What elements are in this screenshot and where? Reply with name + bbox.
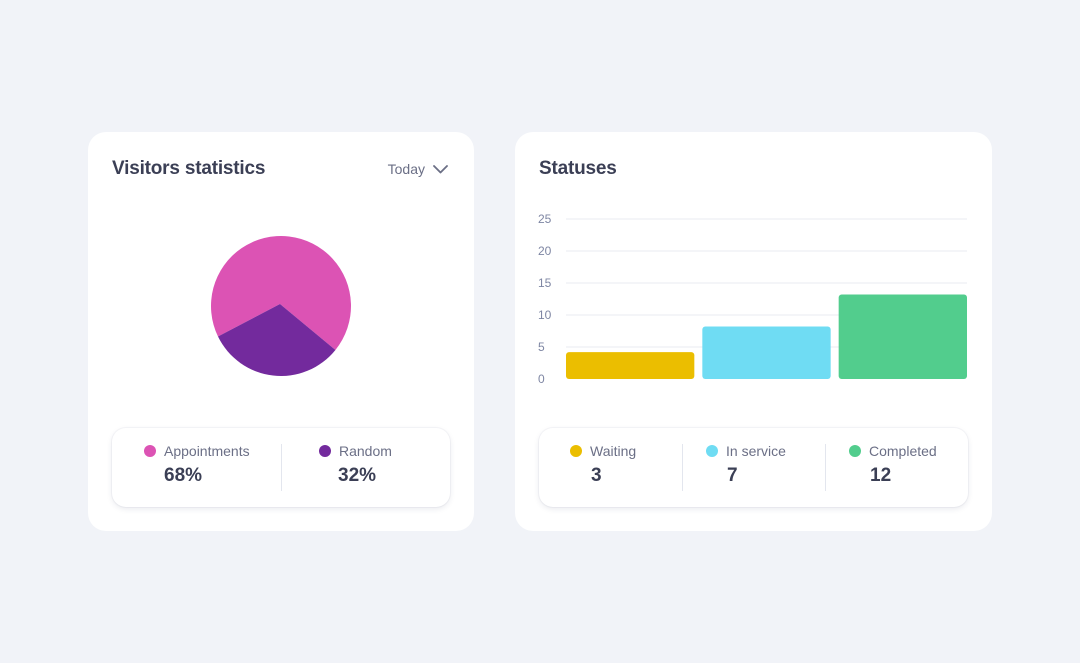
chevron-down-icon	[433, 164, 448, 173]
appointments-dot	[144, 445, 156, 457]
visitors-legend: Appointments 68% Random 32%	[112, 428, 450, 507]
legend-value: 7	[727, 465, 738, 486]
pie-slice-appointments	[211, 236, 351, 351]
legend-item-completed: Completed 12	[825, 428, 968, 507]
legend-label: Waiting	[590, 443, 637, 459]
legend-value: 12	[870, 465, 892, 486]
legend-value: 3	[591, 465, 602, 486]
y-tick-label: 0	[538, 372, 545, 386]
visitors-statistics-card: Visitors statistics Today Appointments 6…	[88, 132, 474, 531]
y-tick-label: 20	[538, 244, 552, 258]
random-dot	[319, 445, 331, 457]
visitors-card-title: Visitors statistics	[112, 158, 266, 179]
period-dropdown-label: Today	[387, 161, 425, 177]
visitors-pie-chart	[210, 235, 352, 377]
statuses-card-title: Statuses	[539, 158, 617, 179]
legend-value: 32%	[338, 465, 377, 486]
in-service-dot	[706, 445, 718, 457]
legend-item-waiting: Waiting 3	[539, 428, 682, 507]
y-tick-label: 10	[538, 308, 552, 322]
waiting-dot	[570, 445, 582, 457]
completed-dot	[849, 445, 861, 457]
legend-item-appointments: Appointments 68%	[112, 428, 281, 507]
bar-waiting	[566, 352, 695, 379]
legend-label: Completed	[869, 443, 937, 459]
bar-in-service	[702, 326, 831, 379]
y-tick-label: 15	[538, 276, 552, 290]
statuses-legend: Waiting 3 In service 7 Completed 12	[539, 428, 968, 507]
y-tick-label: 25	[538, 212, 552, 226]
legend-label: In service	[726, 443, 786, 459]
legend-label: Appointments	[164, 443, 250, 459]
legend-value: 68%	[164, 465, 203, 486]
statuses-bar-chart: 0 5 10 15 20 25	[531, 206, 977, 386]
legend-item-random: Random 32%	[281, 428, 450, 507]
statuses-card: Statuses 0 5 10 15 20 25 Waiting 3 In service…	[515, 132, 992, 531]
period-dropdown[interactable]: Today	[388, 161, 448, 177]
pie-slice-random	[217, 304, 336, 376]
legend-label: Random	[339, 443, 392, 459]
legend-item-in-service: In service 7	[682, 428, 825, 507]
y-tick-label: 5	[538, 340, 545, 354]
bar-completed	[838, 294, 967, 379]
